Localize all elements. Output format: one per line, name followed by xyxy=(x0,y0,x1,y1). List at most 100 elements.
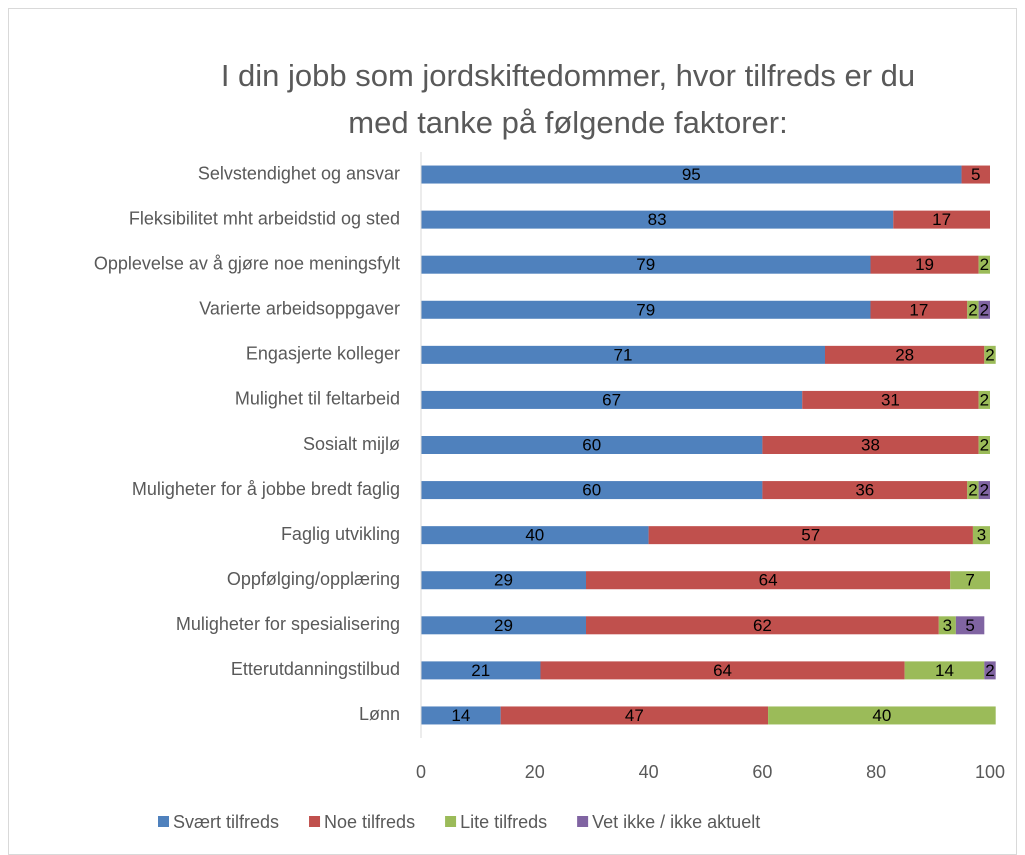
data-label: 47 xyxy=(625,706,644,725)
bar-segment xyxy=(984,345,996,364)
bar-segment xyxy=(762,436,979,454)
y-tick-label: Sosialt mijlø xyxy=(303,434,400,454)
y-tick-label: Varierte arbeidsoppgaver xyxy=(199,299,400,319)
bar-segment xyxy=(972,526,990,545)
bar-segment xyxy=(421,661,541,680)
data-label: 2 xyxy=(968,300,977,319)
bar-segment xyxy=(967,300,979,319)
data-label: 64 xyxy=(759,571,778,590)
bar-segment xyxy=(768,706,996,725)
bar-segment xyxy=(648,526,973,545)
bar-segment xyxy=(938,616,956,635)
bar-segment xyxy=(586,616,939,635)
legend-label: Svært tilfreds xyxy=(173,812,279,832)
data-label: 2 xyxy=(980,435,989,454)
bar-segment xyxy=(978,390,990,409)
data-label: 7 xyxy=(965,571,974,590)
bar-segment xyxy=(961,165,990,184)
data-label: 60 xyxy=(582,481,601,500)
y-tick-label: Faglig utvikling xyxy=(281,524,400,544)
data-label: 21 xyxy=(471,661,490,680)
bar-segment xyxy=(870,255,979,274)
bar-segment xyxy=(984,661,996,680)
bar-segment xyxy=(421,616,587,635)
data-label: 36 xyxy=(855,481,874,500)
legend-swatch xyxy=(309,816,321,827)
legend-swatch xyxy=(158,816,169,827)
bar-segment xyxy=(978,300,990,319)
bar-segment xyxy=(500,706,769,725)
bar-segment xyxy=(955,616,985,635)
chart-title: I din jobb som jordskiftedommer, hvor ti… xyxy=(221,58,915,93)
legend-swatch xyxy=(577,816,589,827)
bar-segment xyxy=(586,571,951,590)
bar-segment xyxy=(421,481,763,500)
x-tick-label: 80 xyxy=(866,762,886,782)
data-label: 79 xyxy=(636,255,655,274)
data-label: 3 xyxy=(943,616,952,635)
bar-segment xyxy=(421,300,871,319)
data-label: 5 xyxy=(971,165,980,184)
y-tick-label: Opplevelse av å gjøre noe meningsfylt xyxy=(94,253,400,273)
bar-segment xyxy=(540,661,905,680)
data-label: 67 xyxy=(602,390,621,409)
y-tick-label: Mulighet til feltarbeid xyxy=(235,389,400,409)
y-tick-label: Muligheter for spesialisering xyxy=(176,614,400,634)
bar-segment xyxy=(421,345,825,364)
bar-segment xyxy=(421,210,894,229)
bar-segment xyxy=(802,390,979,409)
data-label: 95 xyxy=(682,165,701,184)
data-label: 28 xyxy=(895,345,914,364)
y-tick-label: Etterutdanningstilbud xyxy=(231,659,400,679)
legend-label: Noe tilfreds xyxy=(324,812,415,832)
data-label: 31 xyxy=(881,390,900,409)
bar-segment xyxy=(870,300,968,319)
data-label: 60 xyxy=(582,435,601,454)
bar-segment xyxy=(421,165,962,184)
chart-title: med tanke på følgende faktorer: xyxy=(348,105,787,140)
data-label: 71 xyxy=(614,345,633,364)
bar-segment xyxy=(893,210,990,229)
bar-segment xyxy=(904,661,985,680)
bar-segment xyxy=(978,481,990,500)
y-tick-label: Muligheter for å jobbe bredt faglig xyxy=(132,479,400,499)
data-label: 2 xyxy=(980,481,989,500)
y-tick-label: Lønn xyxy=(359,704,400,724)
bar-segment xyxy=(421,436,763,454)
bar-segment xyxy=(421,255,871,274)
data-label: 83 xyxy=(648,210,667,229)
y-tick-label: Selvstendighet og ansvar xyxy=(198,163,400,183)
y-tick-label: Oppfølging/opplæring xyxy=(227,569,400,589)
data-label: 2 xyxy=(985,661,994,680)
x-tick-label: 40 xyxy=(639,762,659,782)
data-label: 57 xyxy=(801,526,820,545)
data-label: 3 xyxy=(977,526,986,545)
bar-segment xyxy=(762,481,968,500)
data-label: 2 xyxy=(980,390,989,409)
data-label: 29 xyxy=(494,571,513,590)
x-tick-label: 0 xyxy=(416,762,426,782)
data-label: 17 xyxy=(932,210,951,229)
legend-swatch xyxy=(445,816,457,827)
data-label: 62 xyxy=(753,616,772,635)
data-label: 79 xyxy=(636,300,655,319)
data-label: 5 xyxy=(965,616,974,635)
data-label: 19 xyxy=(915,255,934,274)
data-label: 2 xyxy=(985,345,994,364)
data-label: 29 xyxy=(494,616,513,635)
data-label: 14 xyxy=(451,706,470,725)
bar-segment xyxy=(421,390,803,409)
y-tick-label: Engasjerte kolleger xyxy=(246,344,400,364)
data-label: 64 xyxy=(713,661,732,680)
bar-segment xyxy=(978,436,990,454)
x-tick-label: 20 xyxy=(525,762,545,782)
data-label: 2 xyxy=(980,255,989,274)
data-label: 2 xyxy=(968,481,977,500)
data-label: 14 xyxy=(935,661,954,680)
bar-segment xyxy=(978,255,990,274)
data-label: 40 xyxy=(872,706,891,725)
data-label: 2 xyxy=(980,300,989,319)
legend-label: Lite tilfreds xyxy=(460,812,547,832)
bar-segment xyxy=(950,571,990,590)
x-tick-label: 60 xyxy=(752,762,772,782)
